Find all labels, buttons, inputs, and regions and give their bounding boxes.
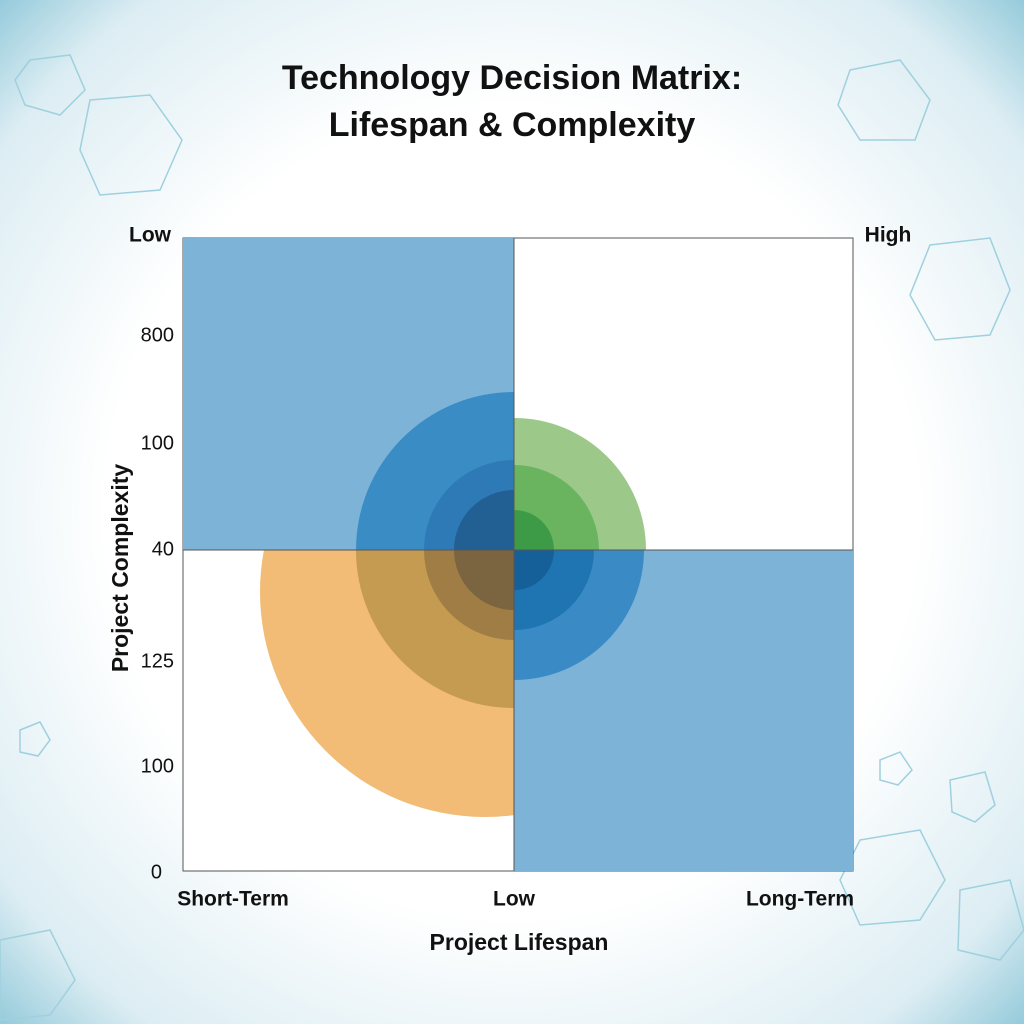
title-line: Technology Decision Matrix: [282, 59, 742, 97]
x-axis-label: Low [493, 888, 536, 911]
x-axis-label: Long-Term [746, 888, 854, 911]
y-axis-label: 125 [141, 650, 174, 672]
y-axis-label: 100 [141, 755, 174, 777]
y-axis-label: 800 [141, 324, 174, 346]
y-axis-label: 40 [152, 538, 174, 560]
rings-bottom-left [260, 550, 514, 817]
decor-hexagons [0, 54, 1024, 1021]
y-axis-title: Project Complexity [107, 464, 133, 673]
corner-label: Low [129, 224, 172, 247]
y-axis-label: 0 [151, 861, 162, 883]
rings-bottom-right [514, 550, 644, 680]
x-axis-label: Short-Term [177, 888, 289, 911]
rings-top-left [356, 392, 514, 550]
corner-label: High [865, 224, 912, 247]
x-axis-title: Project Lifespan [430, 929, 609, 955]
rings-top-right [514, 418, 646, 550]
title-line: Lifespan & Complexity [329, 106, 696, 144]
y-axis-label: 100 [141, 432, 174, 454]
